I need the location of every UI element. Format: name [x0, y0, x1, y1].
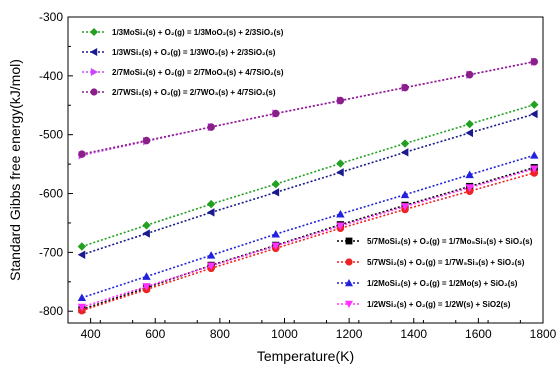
data-point: [77, 250, 86, 259]
data-point: [400, 190, 410, 199]
data-point: [336, 168, 344, 177]
legend-swatch-marker: [345, 300, 353, 308]
data-point: [465, 128, 474, 138]
data-point: [206, 251, 216, 259]
data-point: [142, 221, 151, 230]
data-point: [465, 184, 474, 192]
y-tick-label: -600: [39, 187, 63, 201]
legend-label: 5/7WSi₂(s) + O₂(g) = 1/7W₅Si₃(s) + SiO₂(…: [367, 258, 525, 267]
x-axis-title: Temperature(K): [257, 348, 354, 364]
legend-label: 5/7MoSi₂(s) + O₂(g) = 1/7Mo₅Si₃(s) + SiO…: [367, 237, 533, 246]
data-point: [206, 208, 215, 217]
legend-label: 1/2WSi₂(s) + O₂(g) = 1/2W(s) + SiO2(s): [367, 300, 511, 309]
data-point: [271, 179, 280, 189]
plot-frame: [67, 16, 544, 324]
data-point: [207, 123, 215, 131]
data-point: [142, 136, 151, 145]
legend-swatch-marker: [345, 279, 353, 287]
legend-swatch-marker: [90, 68, 98, 76]
legend-label: 2/7MoSi₂(s) + O₂(g) = 2/7MoO₃(s) + 4/7Si…: [112, 68, 284, 77]
series-line: [81, 154, 535, 299]
series-line: [81, 60, 535, 155]
data-point: [271, 188, 280, 197]
legend-swatch-marker: [90, 28, 98, 36]
series-line: [81, 113, 535, 256]
data-point: [78, 150, 86, 158]
legend-label: 1/3MoSi₂(s) + O₂(g) = 1/3MoO₂(s) + 2/3Si…: [112, 28, 284, 37]
y-tick-label: -300: [39, 10, 63, 24]
series-0: [77, 100, 539, 251]
legend-label: 1/3WSi₂(s) + O₂(g) = 1/3WO₂(s) + 2/3SiO₂…: [112, 48, 276, 57]
data-point: [77, 242, 87, 251]
series-3: [78, 57, 539, 158]
legend-swatch-marker: [90, 48, 98, 56]
series-1: [77, 109, 538, 259]
data-point: [400, 203, 410, 211]
y-axis-title: Standard Gibbs free energy(kJ/mol): [7, 59, 23, 281]
x-tick-label: 800: [210, 327, 230, 341]
data-point: [142, 229, 150, 238]
data-point: [530, 109, 538, 119]
data-point: [271, 109, 280, 118]
legend-swatch-marker: [345, 258, 353, 266]
legend-swatch-marker: [90, 88, 98, 96]
data-point: [465, 119, 474, 129]
series-layer: [77, 57, 539, 315]
series-line: [81, 168, 535, 308]
y-tick-label: -400: [39, 69, 63, 83]
data-point: [400, 139, 410, 148]
x-tick-label: 1200: [336, 327, 363, 341]
series-line: [81, 103, 535, 248]
x-tick-label: 600: [145, 327, 165, 341]
data-point: [465, 70, 474, 79]
legend-label: 2/7WSi₂(s) + O₂(g) = 2/7WO₃(s) + 4/7SiO₂…: [112, 88, 276, 97]
data-point: [336, 96, 345, 105]
data-point: [530, 57, 539, 66]
data-point: [400, 148, 409, 157]
data-point: [206, 199, 216, 209]
series-6: [77, 151, 539, 302]
legend: 1/3MoSi₂(s) + O₂(g) = 1/3MoO₂(s) + 2/3Si…: [82, 28, 533, 309]
x-tick-label: 1800: [530, 327, 557, 341]
legend-item: 1/3MoSi₂(s) + O₂(g) = 1/3MoO₂(s) + 2/3Si…: [82, 28, 284, 37]
data-point: [271, 242, 280, 251]
data-point: [142, 283, 151, 291]
legend-item: 1/2WSi₂(s) + O₂(g) = 1/2W(s) + SiO2(s): [337, 300, 511, 309]
series-7: [77, 165, 539, 312]
data-point: [336, 209, 345, 218]
legend-item: 5/7WSi₂(s) + O₂(g) = 1/7W₅Si₃(s) + SiO₂(…: [337, 258, 525, 267]
legend-item: 5/7MoSi₂(s) + O₂(g) = 1/7Mo₅Si₃(s) + SiO…: [337, 237, 533, 246]
data-point: [336, 222, 345, 231]
y-tick-label: -700: [39, 245, 63, 259]
series-line: [81, 172, 535, 312]
x-tick-label: 1600: [465, 327, 492, 341]
data-point: [401, 83, 409, 92]
data-point: [77, 303, 87, 312]
x-tick-label: 400: [81, 327, 101, 341]
legend-item: 2/7WSi₂(s) + O₂(g) = 2/7WO₃(s) + 4/7SiO₂…: [82, 88, 276, 97]
y-tick-label: -800: [39, 304, 63, 318]
data-point: [77, 293, 87, 302]
data-point: [206, 262, 216, 271]
x-tick-label: 1000: [271, 327, 298, 341]
legend-item: 2/7MoSi₂(s) + O₂(g) = 2/7MoO₃(s) + 4/7Si…: [82, 68, 284, 77]
x-tick-label: 1400: [400, 327, 427, 341]
data-point: [271, 229, 280, 238]
data-point: [336, 159, 345, 168]
data-point: [530, 100, 539, 109]
legend-item: 1/2MoSi₂(s) + O₂(g) = 1/2Mo(s) + SiO₂(s): [337, 279, 518, 288]
data-point: [465, 170, 474, 179]
data-point: [530, 151, 539, 159]
legend-swatch-marker: [345, 237, 353, 245]
axes: 400 600 800 1000 1200 1400 1600 1800 -800 -700 -60…: [39, 10, 557, 341]
legend-label: 1/2MoSi₂(s) + O₂(g) = 1/2Mo(s) + SiO₂(s): [367, 279, 518, 288]
legend-item: 1/3WSi₂(s) + O₂(g) = 1/3WO₂(s) + 2/3SiO₂…: [82, 48, 276, 57]
data-point: [142, 272, 151, 280]
y-tick-label: -500: [39, 128, 63, 142]
data-point: [530, 165, 539, 174]
